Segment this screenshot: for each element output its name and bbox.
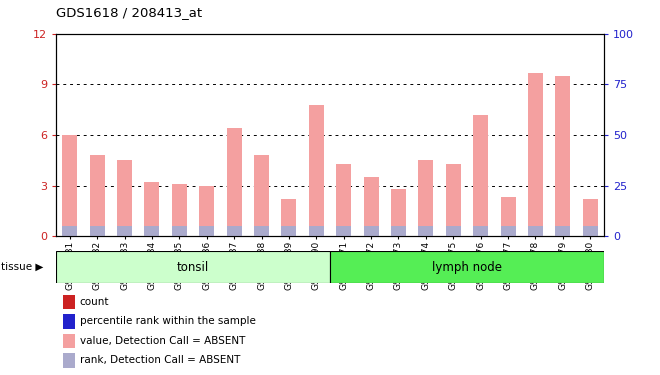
Bar xyxy=(309,105,324,236)
Bar xyxy=(500,197,515,236)
Text: count: count xyxy=(80,297,110,307)
Bar xyxy=(281,226,296,236)
Bar xyxy=(364,177,379,236)
Bar xyxy=(145,182,160,236)
Bar xyxy=(583,199,598,236)
Text: lymph node: lymph node xyxy=(432,261,502,274)
Bar xyxy=(336,164,351,236)
Bar xyxy=(555,226,570,236)
Bar xyxy=(583,226,598,236)
Bar xyxy=(172,184,187,236)
Bar xyxy=(90,226,105,236)
Text: tonsil: tonsil xyxy=(177,261,209,274)
Bar xyxy=(418,226,434,236)
Bar xyxy=(199,186,214,236)
Bar xyxy=(62,135,77,236)
Bar xyxy=(309,226,324,236)
Bar xyxy=(446,226,461,236)
Bar xyxy=(336,226,351,236)
Bar xyxy=(391,189,406,236)
Bar xyxy=(226,128,242,236)
Text: tissue ▶: tissue ▶ xyxy=(1,262,43,272)
Bar xyxy=(528,226,543,236)
Bar xyxy=(391,226,406,236)
Bar xyxy=(254,226,269,236)
Bar xyxy=(254,155,269,236)
Bar xyxy=(281,199,296,236)
Bar xyxy=(62,226,77,236)
Bar xyxy=(418,160,434,236)
Bar xyxy=(528,73,543,236)
Text: percentile rank within the sample: percentile rank within the sample xyxy=(80,316,255,326)
Bar xyxy=(473,115,488,236)
Bar xyxy=(473,226,488,236)
Bar xyxy=(56,251,330,283)
Bar xyxy=(172,226,187,236)
Bar xyxy=(555,76,570,236)
Bar xyxy=(90,155,105,236)
Bar xyxy=(145,226,160,236)
Bar xyxy=(500,226,515,236)
Bar xyxy=(199,226,214,236)
Bar xyxy=(330,251,604,283)
Bar xyxy=(117,226,132,236)
Text: value, Detection Call = ABSENT: value, Detection Call = ABSENT xyxy=(80,336,246,346)
Bar xyxy=(226,226,242,236)
Bar xyxy=(446,164,461,236)
Text: rank, Detection Call = ABSENT: rank, Detection Call = ABSENT xyxy=(80,356,240,365)
Text: GDS1618 / 208413_at: GDS1618 / 208413_at xyxy=(56,6,202,19)
Bar xyxy=(364,226,379,236)
Bar xyxy=(117,160,132,236)
